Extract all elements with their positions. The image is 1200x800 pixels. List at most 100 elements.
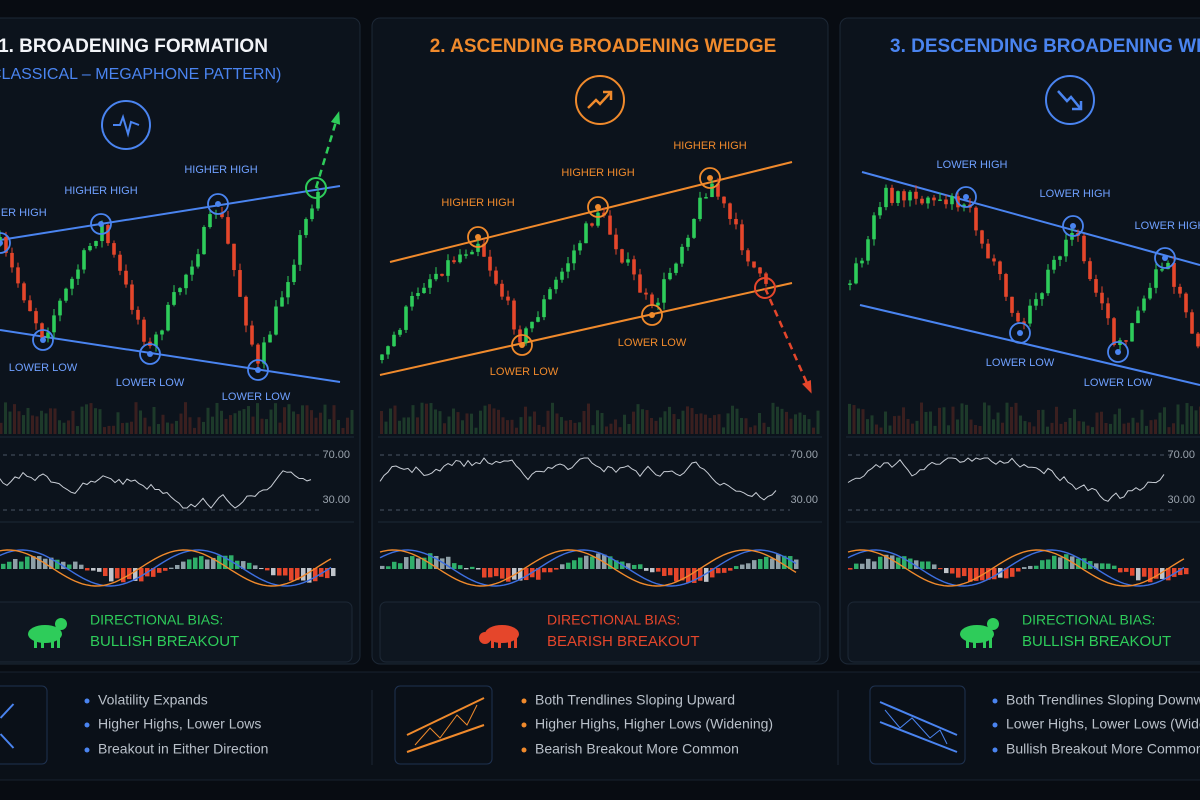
volume-bar	[933, 425, 937, 434]
macd-bar	[1166, 568, 1171, 581]
volume-bar	[71, 410, 75, 434]
candle-body	[94, 241, 98, 247]
volume-bar	[1032, 426, 1036, 434]
volume-bar	[247, 406, 250, 434]
candle-body	[112, 243, 116, 255]
volume-bar	[40, 410, 43, 434]
volume-bar	[22, 415, 25, 434]
macd-bar	[890, 555, 895, 569]
volume-bar	[852, 405, 856, 434]
macd-bar	[692, 568, 697, 583]
candle-body	[752, 261, 756, 268]
volume-bar	[875, 424, 878, 434]
candle-body	[1178, 286, 1182, 294]
feature-icon-box	[394, 685, 493, 765]
volume-bar	[323, 404, 327, 434]
macd-bar	[1124, 568, 1129, 572]
bias-animal-leg	[989, 638, 992, 648]
rsi-lower-label: 30.00	[322, 494, 350, 506]
macd-bar	[163, 568, 168, 571]
macd-bar	[554, 568, 559, 570]
candle-body	[130, 284, 134, 310]
candle-body	[398, 329, 402, 335]
volume-bar	[722, 427, 725, 434]
volume-bar	[600, 412, 604, 434]
macd-bar	[536, 568, 541, 580]
macd-bar	[704, 568, 709, 582]
pivot-dot	[255, 367, 261, 373]
candle-body	[1046, 269, 1050, 294]
volume-bar	[866, 419, 869, 434]
breakout-ring	[754, 277, 776, 299]
pivot-dot	[963, 194, 969, 200]
volume-bar	[332, 405, 336, 434]
macd-bar	[325, 568, 330, 579]
volume-bar	[740, 417, 743, 434]
volume-bar	[893, 416, 896, 434]
volume-bar	[112, 425, 115, 434]
candle-body	[560, 271, 564, 280]
trendline	[859, 304, 1200, 386]
macd-bar	[79, 564, 84, 569]
macd-bar	[716, 568, 721, 574]
breakout-ring	[305, 177, 327, 199]
volume-bar	[1077, 421, 1081, 434]
volume-bar	[94, 408, 97, 434]
macd-bar	[1004, 568, 1009, 579]
candle-body	[76, 269, 80, 279]
macd-bar	[1046, 559, 1051, 569]
pivot-dot	[1017, 330, 1023, 336]
volume-bar	[384, 421, 388, 434]
bottom-strip	[0, 671, 1200, 781]
volume-bar	[233, 413, 237, 434]
candle-body	[52, 315, 56, 333]
macd-bar	[139, 568, 144, 582]
volume-bar	[274, 403, 277, 434]
volume-bar	[452, 408, 455, 434]
candle-body	[274, 306, 278, 335]
bullet-dot	[84, 747, 90, 753]
macd-bar	[1118, 568, 1123, 573]
macd-bar	[1094, 563, 1099, 569]
bullet-dot	[521, 722, 527, 728]
macd-bar	[187, 559, 192, 569]
candle-body	[10, 252, 14, 268]
candle-body	[494, 270, 498, 284]
volume-bar	[483, 405, 487, 434]
candle-body	[1148, 287, 1152, 299]
volume-bar	[1068, 417, 1072, 434]
volume-bar	[659, 417, 662, 434]
candle-body	[632, 259, 636, 275]
candle-body	[848, 283, 852, 285]
volume-bar	[256, 403, 259, 434]
volume-bar	[380, 410, 383, 434]
macd-bar	[578, 557, 583, 569]
pivot-dot	[1070, 223, 1076, 229]
panel-title: 1. BROADENING FORMATION	[0, 36, 268, 57]
macd-bar	[175, 564, 180, 569]
pivot-ring	[1009, 322, 1031, 344]
macd-line	[379, 549, 797, 587]
panel-title: 3. DESCENDING BROADENING WEDGE	[890, 36, 1200, 57]
macd-bar	[121, 568, 126, 583]
pivot-label: LOWER LOW	[986, 357, 1055, 369]
macd-bar	[608, 556, 613, 569]
candle-body	[974, 207, 978, 231]
volume-bar	[148, 426, 151, 434]
volume-bar	[125, 422, 129, 434]
pivot-dot	[649, 312, 655, 318]
volume-bar	[58, 420, 61, 434]
macd-bar	[860, 563, 865, 569]
pivot-ring	[641, 304, 663, 326]
candle-body	[440, 273, 444, 276]
candle-body	[698, 197, 702, 219]
candle-body	[28, 300, 32, 312]
macd-bar	[211, 557, 216, 569]
volume-bar	[17, 411, 21, 434]
volume-bar	[929, 411, 932, 434]
macd-bar	[866, 558, 871, 569]
volume-bar	[780, 408, 784, 434]
volume-bar	[1140, 409, 1144, 434]
bias-animal-leg	[498, 638, 501, 648]
volume-bar	[969, 419, 973, 434]
